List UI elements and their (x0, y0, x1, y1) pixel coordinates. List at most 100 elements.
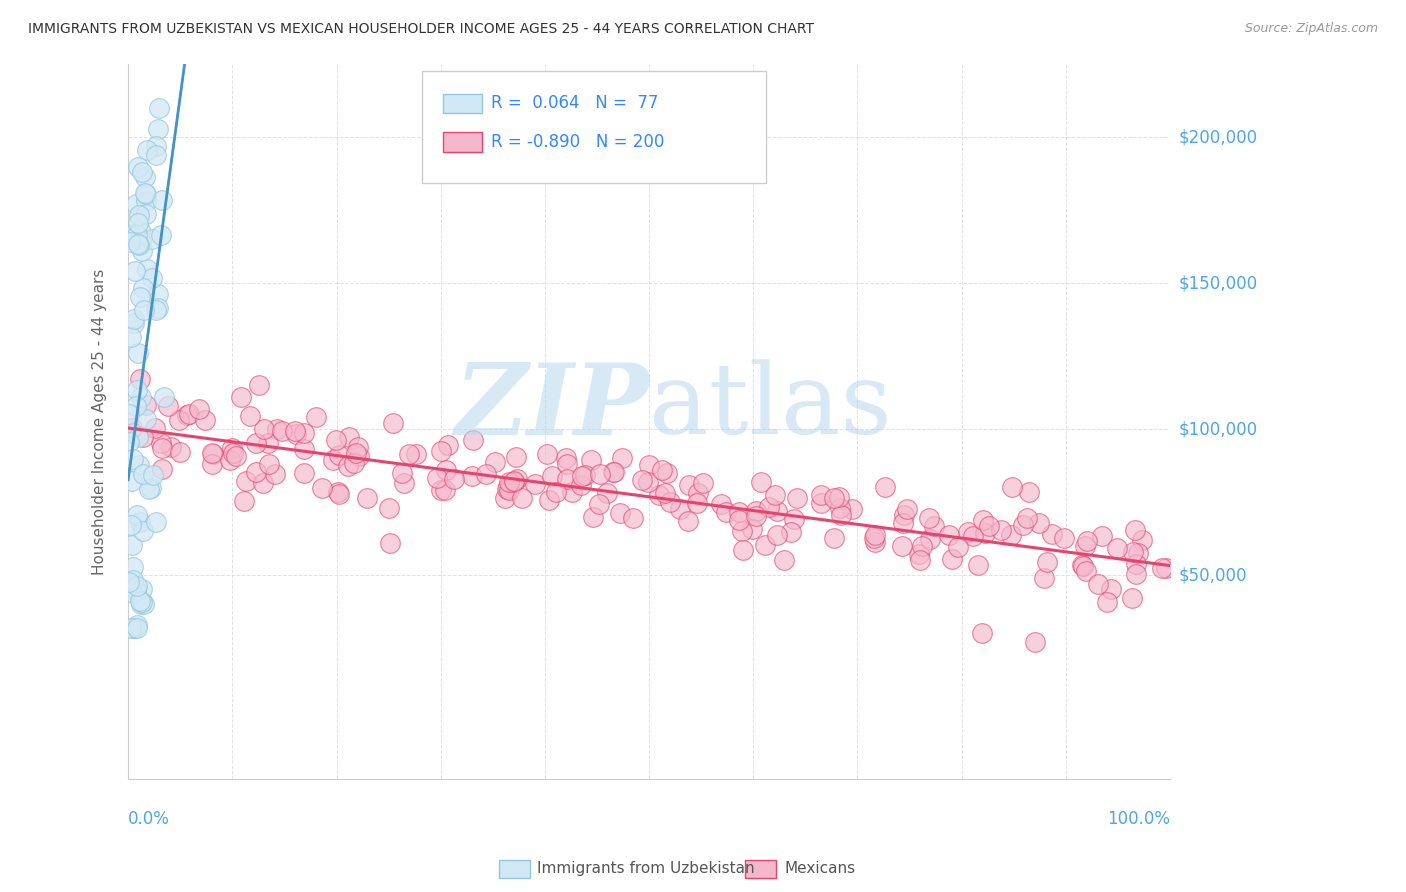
Point (830, 508, 852, 522)
Point (121, 573, 143, 587)
Point (893, 508, 915, 522)
Point (1011, 517, 1033, 532)
Point (328, 449, 350, 463)
Point (245, 465, 267, 479)
Point (132, 467, 155, 481)
Point (150, 462, 173, 476)
Point (941, 552, 963, 566)
Point (176, 408, 198, 422)
Point (344, 446, 367, 460)
Point (120, 621, 142, 635)
Point (145, 515, 167, 529)
Point (131, 244, 153, 259)
Point (125, 197, 148, 211)
Point (1053, 531, 1076, 545)
Point (1156, 560, 1178, 574)
Point (343, 456, 366, 470)
Point (129, 597, 152, 611)
Point (128, 594, 150, 608)
Point (561, 485, 583, 500)
Point (555, 457, 578, 471)
Point (990, 523, 1012, 537)
Point (135, 398, 157, 412)
Point (263, 467, 285, 482)
Point (325, 433, 347, 447)
Point (1076, 534, 1098, 549)
Point (546, 485, 568, 500)
Point (783, 512, 806, 526)
Point (841, 502, 863, 516)
Point (1024, 635, 1046, 649)
Point (1018, 484, 1040, 499)
Point (150, 441, 173, 455)
Point (727, 505, 749, 519)
Point (201, 447, 224, 461)
Point (122, 451, 145, 466)
Point (555, 450, 578, 465)
Point (1032, 572, 1054, 586)
Point (127, 346, 149, 360)
Point (651, 462, 673, 476)
Point (972, 626, 994, 640)
Point (284, 424, 307, 438)
Point (169, 445, 191, 459)
Point (125, 583, 148, 598)
Point (602, 466, 624, 480)
Point (118, 434, 141, 449)
Point (187, 401, 209, 416)
Point (524, 476, 547, 491)
Point (148, 122, 170, 136)
Point (891, 516, 914, 530)
Point (745, 508, 768, 523)
Point (434, 483, 457, 497)
Point (688, 486, 710, 500)
Point (391, 466, 413, 480)
Point (579, 453, 602, 467)
Point (127, 161, 149, 175)
Point (131, 165, 153, 179)
Point (239, 409, 262, 424)
Point (337, 429, 360, 443)
Point (378, 536, 401, 550)
Point (138, 482, 160, 496)
Point (128, 208, 150, 222)
Text: R =  0.064   N =  77: R = 0.064 N = 77 (491, 95, 658, 112)
Point (1040, 527, 1063, 541)
Point (257, 436, 280, 450)
Point (118, 574, 141, 589)
Point (129, 390, 152, 404)
Point (222, 446, 245, 460)
Point (167, 413, 190, 427)
Point (200, 457, 222, 471)
Text: $200,000: $200,000 (1178, 128, 1257, 146)
Point (676, 514, 699, 528)
Point (918, 510, 941, 524)
Text: atlas: atlas (650, 359, 891, 455)
Text: $100,000: $100,000 (1178, 420, 1257, 438)
Point (337, 459, 360, 474)
Point (498, 483, 520, 497)
Point (588, 497, 610, 511)
Point (219, 453, 242, 467)
Point (823, 531, 845, 545)
Point (429, 483, 451, 497)
Point (637, 475, 659, 490)
Text: IMMIGRANTS FROM UZBEKISTAN VS MEXICAN HOUSEHOLDER INCOME AGES 25 - 44 YEARS CORR: IMMIGRANTS FROM UZBEKISTAN VS MEXICAN HO… (28, 22, 814, 37)
Point (621, 511, 644, 525)
Point (381, 416, 404, 430)
Point (132, 524, 155, 538)
Point (786, 491, 808, 505)
Point (908, 547, 931, 561)
Point (1105, 541, 1128, 555)
Point (1071, 558, 1094, 573)
Point (714, 505, 737, 519)
Point (125, 582, 148, 597)
Point (758, 500, 780, 515)
Point (135, 262, 157, 277)
Point (129, 223, 152, 237)
Point (569, 478, 592, 492)
Point (225, 449, 247, 463)
Text: ZIP: ZIP (454, 359, 650, 456)
Point (503, 475, 526, 489)
Point (135, 207, 157, 221)
